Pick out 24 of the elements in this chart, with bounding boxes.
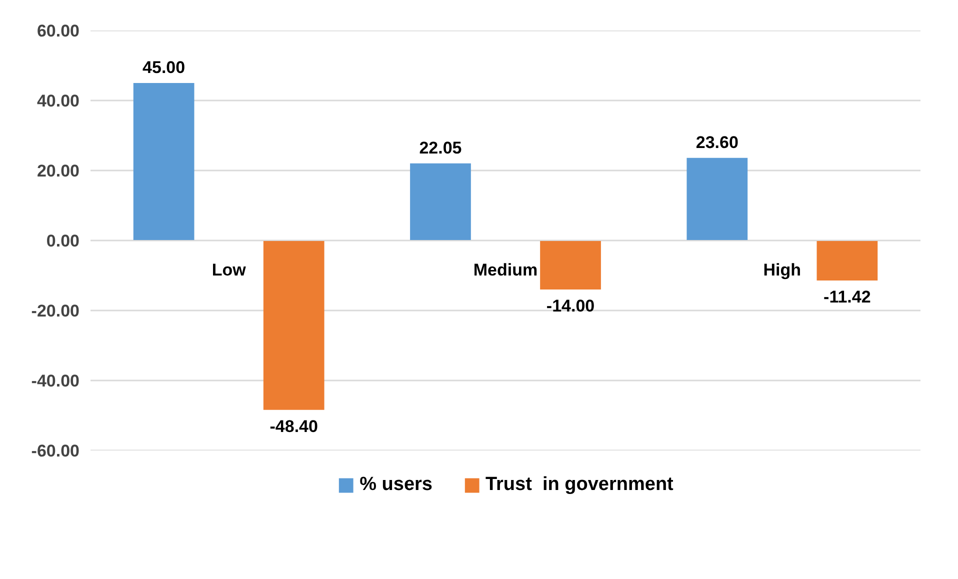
bar [410,163,471,240]
bar [540,240,601,290]
data-label: -14.00 [546,296,595,316]
x-tick-label: Medium [473,260,538,280]
legend-label: % users [360,474,432,496]
bar [816,240,878,280]
data-label: 45.00 [142,58,186,77]
y-tick-label: 0.00 [46,232,80,250]
data-label: -11.42 [824,287,871,306]
y-tick-label: 20.00 [36,162,80,180]
y-tick-label: -40.00 [31,372,80,390]
legend-label: Trust in government [485,474,674,496]
x-tick-label: High [763,260,802,280]
x-tick-label: Low [212,260,247,280]
bar [263,240,324,410]
bar [133,83,194,240]
data-label: 23.60 [696,132,738,152]
data-label: -48.40 [270,416,318,436]
bar [686,158,748,240]
y-tick-label: -60.00 [31,442,80,460]
y-tick-label: 40.00 [36,92,80,110]
data-label: 22.05 [419,138,462,158]
y-tick-label: -20.00 [31,302,80,320]
y-tick-label: 60.00 [36,22,80,40]
